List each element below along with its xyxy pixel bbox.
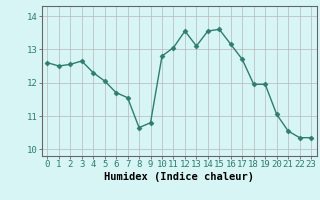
X-axis label: Humidex (Indice chaleur): Humidex (Indice chaleur) <box>104 172 254 182</box>
